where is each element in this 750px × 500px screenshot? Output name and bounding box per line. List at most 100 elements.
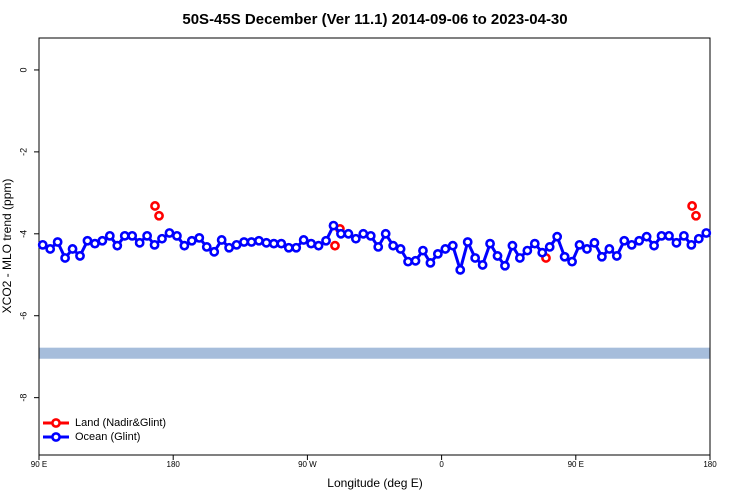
data-point bbox=[664, 230, 674, 241]
data-point bbox=[432, 248, 443, 259]
data-point bbox=[97, 235, 108, 246]
data-point bbox=[373, 242, 384, 252]
data-point bbox=[298, 235, 309, 245]
y-tick-label: 0 bbox=[18, 67, 28, 72]
data-point bbox=[418, 245, 428, 256]
data-point bbox=[679, 230, 689, 241]
data-point bbox=[567, 256, 577, 267]
y-tick-label: -6 bbox=[18, 312, 28, 320]
data-point bbox=[693, 233, 704, 244]
data-point bbox=[336, 228, 346, 239]
band bbox=[39, 347, 710, 359]
data-point bbox=[611, 251, 622, 261]
data-point bbox=[186, 235, 197, 246]
data-point bbox=[589, 237, 600, 248]
data-point bbox=[239, 237, 249, 247]
data-point bbox=[291, 242, 302, 253]
data-point bbox=[157, 233, 167, 244]
data-point bbox=[425, 257, 436, 268]
legend-marker bbox=[51, 432, 61, 442]
data-point bbox=[82, 235, 93, 246]
y-axis-label: XCO2 - MLO trend (ppm) bbox=[0, 179, 14, 314]
data-point bbox=[691, 210, 701, 221]
data-point bbox=[634, 235, 645, 246]
data-point bbox=[582, 244, 592, 254]
data-point bbox=[119, 230, 130, 241]
data-point bbox=[328, 220, 339, 231]
data-point bbox=[224, 242, 235, 253]
data-point bbox=[403, 256, 413, 267]
legend-marker bbox=[51, 418, 61, 428]
data-point bbox=[321, 235, 331, 246]
data-point bbox=[537, 247, 548, 258]
x-tick-label: 180 bbox=[167, 460, 181, 469]
data-point bbox=[388, 240, 399, 251]
data-point bbox=[671, 237, 682, 248]
data-point bbox=[365, 230, 376, 241]
data-point bbox=[514, 253, 525, 263]
data-point bbox=[619, 235, 630, 246]
x-tick-label: 90 E bbox=[568, 460, 584, 469]
x-axis-label: Longitude (deg E) bbox=[327, 476, 422, 490]
data-point bbox=[552, 231, 563, 242]
data-point bbox=[507, 240, 518, 251]
legend-label: Ocean (Glint) bbox=[75, 431, 140, 443]
chart-title: 50S-45S December (Ver 11.1) 2014-09-06 t… bbox=[182, 11, 567, 28]
data-point bbox=[350, 233, 361, 244]
data-point bbox=[37, 239, 48, 250]
data-point bbox=[410, 255, 421, 266]
data-point bbox=[112, 240, 123, 251]
data-point bbox=[559, 251, 570, 262]
data-point bbox=[477, 260, 488, 270]
data-point bbox=[194, 232, 205, 243]
data-point bbox=[313, 240, 324, 251]
data-point bbox=[330, 240, 340, 251]
data-point bbox=[485, 238, 495, 249]
data-point bbox=[574, 239, 585, 250]
x-tick-label: 180 bbox=[703, 460, 717, 469]
data-point bbox=[462, 237, 473, 247]
data-point bbox=[358, 228, 369, 239]
data-point bbox=[90, 238, 100, 249]
data-point bbox=[142, 230, 153, 241]
data-point bbox=[52, 237, 63, 247]
data-point bbox=[455, 264, 466, 275]
data-point bbox=[201, 242, 212, 252]
data-point bbox=[134, 237, 145, 248]
data-point bbox=[686, 239, 697, 250]
data-point bbox=[343, 228, 354, 239]
data-point bbox=[60, 253, 70, 263]
data-point bbox=[104, 230, 115, 241]
data-point bbox=[216, 235, 227, 245]
data-point bbox=[254, 235, 264, 246]
legend-label: Land (Nadir&Glint) bbox=[75, 417, 166, 429]
data-point bbox=[45, 244, 56, 254]
x-tick-label: 90 W bbox=[298, 460, 317, 469]
data-point bbox=[67, 244, 78, 254]
data-point bbox=[492, 251, 503, 261]
data-point bbox=[701, 228, 712, 238]
data-point bbox=[150, 201, 160, 211]
data-point bbox=[649, 240, 659, 251]
data-point bbox=[380, 228, 391, 239]
data-point bbox=[687, 201, 698, 211]
data-point bbox=[276, 238, 287, 249]
data-point bbox=[470, 253, 481, 263]
data-point bbox=[656, 230, 667, 241]
data-point bbox=[641, 231, 652, 242]
data-point bbox=[306, 238, 317, 249]
data-point bbox=[604, 244, 615, 254]
data-point bbox=[500, 260, 510, 271]
data-point bbox=[395, 244, 406, 254]
data-point bbox=[529, 238, 540, 249]
y-tick-label: -2 bbox=[18, 148, 28, 156]
data-point bbox=[231, 239, 242, 250]
data-point bbox=[596, 251, 607, 262]
data-point bbox=[172, 230, 182, 241]
data-point bbox=[209, 246, 220, 257]
data-point bbox=[164, 228, 175, 238]
data-point bbox=[447, 240, 458, 251]
data-point bbox=[261, 237, 272, 248]
y-tick-label: -4 bbox=[18, 230, 28, 238]
